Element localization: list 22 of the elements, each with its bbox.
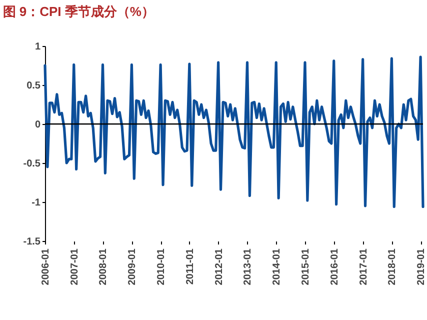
x-tick-label: 2018-01	[387, 248, 398, 286]
x-tick-label: 2007-01	[69, 248, 80, 286]
x-tick-label: 2009-01	[127, 248, 138, 286]
line-series	[44, 56, 424, 208]
x-tick-label: 2013-01	[242, 248, 254, 286]
x-tick-label: 2006-01	[40, 248, 52, 286]
chart-title: 图 9：CPI 季节成分（%）	[2, 4, 154, 19]
y-tick-label: 0.5	[26, 80, 41, 92]
x-tick-label: 2017-01	[358, 248, 370, 286]
y-tick-label: 1	[34, 42, 41, 52]
x-tick-label: 2011-01	[184, 248, 196, 285]
x-tick-label: 2008-01	[98, 248, 110, 286]
x-tick-label: 2019-01	[416, 248, 427, 286]
x-tick-label: 2015-01	[300, 248, 312, 286]
x-tick-label: 2014-01	[272, 248, 283, 286]
y-tick-label: -1	[32, 198, 41, 208]
x-tick-label: 2012-01	[214, 248, 225, 286]
x-tick-label: 2010-01	[156, 248, 168, 286]
y-tick-label: 0	[34, 120, 41, 130]
y-tick-label: -0.5	[23, 158, 41, 170]
x-tick-label: 2016-01	[329, 248, 340, 286]
y-tick-label: -1.5	[23, 236, 41, 248]
